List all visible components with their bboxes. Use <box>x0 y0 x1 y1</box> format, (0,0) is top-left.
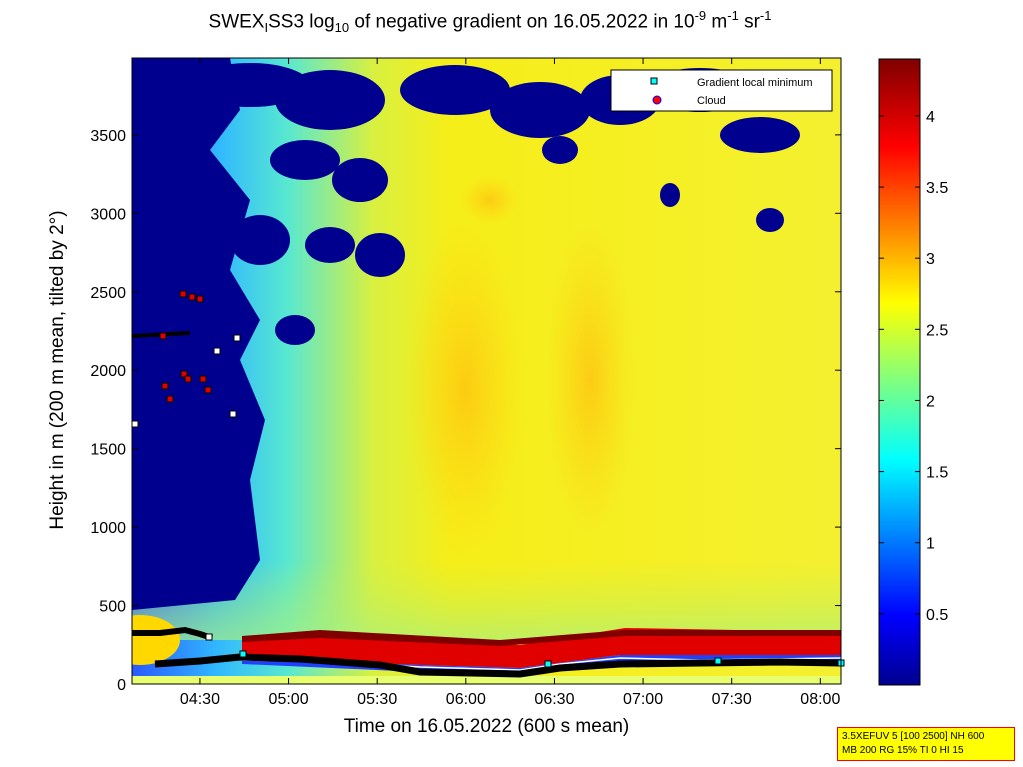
legend-box <box>610 69 833 112</box>
title-part: 10 <box>334 20 350 36</box>
gradient-minimum-marker <box>205 633 213 641</box>
title-part: sr <box>738 11 760 33</box>
gradient-minimum-marker <box>239 650 247 658</box>
minimum-track <box>154 653 842 678</box>
low-value-region <box>270 140 340 180</box>
legend-label: Cloud <box>697 95 726 107</box>
low-value-region <box>355 233 405 277</box>
warm-band <box>460 175 520 225</box>
cloud-marker <box>179 290 187 298</box>
colorbar-tick-label: 0.5 <box>926 607 948 624</box>
y-axis-label: Height in m (200 m mean, tilted by 2°) <box>47 210 68 530</box>
colorbar-tick-label: 3.5 <box>926 180 948 197</box>
cloud-marker <box>204 386 212 394</box>
low-value-region <box>542 136 578 164</box>
colorbar-tick-label: 1.5 <box>926 465 948 482</box>
low-value-region <box>275 70 385 130</box>
cloud-marker <box>184 375 192 383</box>
title-part: SWEX <box>208 11 265 33</box>
cloud-marker <box>188 293 196 301</box>
x-axis-label: Time on 16.05.2022 (600 s mean) <box>343 716 630 737</box>
y-tick-label: 0 <box>117 677 126 694</box>
gradient-minimum-marker <box>131 420 139 428</box>
low-value-region <box>305 227 355 263</box>
y-tick-label: 500 <box>99 599 126 616</box>
axes-frame <box>131 57 842 685</box>
colorbar-tick-label: 2 <box>926 393 935 410</box>
high-value-region <box>132 615 180 665</box>
legend-cloud-marker <box>652 95 662 105</box>
warm-band <box>545 220 635 540</box>
gradient-minimum-marker <box>714 657 722 665</box>
colorbar-tick-label: 4 <box>926 109 935 126</box>
y-tick-label: 3500 <box>90 128 126 145</box>
low-value-region <box>720 117 800 153</box>
x-tick-label: 08:00 <box>800 691 840 708</box>
y-tick-label: 1000 <box>90 520 126 537</box>
colorbar-ticks: 0.5 1 1.5 2 2.5 3 3.5 4 <box>879 109 948 624</box>
settings-info-box: 3.5XEFUV 5 [100 2500] NH 600 MB 200 RG 1… <box>837 727 1015 761</box>
cloud-marker <box>180 370 188 378</box>
y-tick-label: 2000 <box>90 363 126 380</box>
x-tick-label: 05:30 <box>357 691 397 708</box>
x-axis: 04:30 05:00 05:30 06:00 06:30 07:00 07:30 08:00 <box>180 58 840 708</box>
chart-title: SWEXISS3 log10 of negative gradient on 1… <box>0 8 980 35</box>
cloud-markers <box>159 290 212 403</box>
low-value-region <box>756 208 784 232</box>
minimum-track <box>132 626 213 641</box>
x-tick-label: 07:30 <box>712 691 752 708</box>
title-part: -1 <box>727 8 739 23</box>
colorbar-tick-label: 1 <box>926 536 935 553</box>
legend-gradient-minimum-marker <box>650 77 658 85</box>
low-value-region <box>275 315 315 345</box>
x-tick-label: 07:00 <box>623 691 663 708</box>
title-part: SS3 log <box>268 11 335 33</box>
gradient-minimum-markers <box>131 334 845 668</box>
colorbar-tick-label: 2.5 <box>926 322 948 339</box>
gradient-minimum-marker <box>213 347 221 355</box>
low-value-region <box>230 215 290 265</box>
low-value-region <box>660 183 680 207</box>
low-value-region <box>400 65 510 115</box>
info-line: 3.5XEFUV 5 [100 2500] NH 600 <box>842 731 985 742</box>
y-tick-label: 1500 <box>90 442 126 459</box>
gradient-minimum-marker <box>544 660 552 668</box>
title-part: I <box>264 20 269 36</box>
minimum-track <box>131 331 191 338</box>
gradient-minimum-tracks <box>131 331 842 678</box>
title-part: of negative gradient on 16.05.2022 in 10 <box>349 11 695 33</box>
cloud-marker <box>161 382 169 390</box>
gradient-minimum-marker <box>229 410 237 418</box>
title-part: -1 <box>759 8 772 23</box>
surface-bottom-band <box>132 676 841 684</box>
cloud-marker <box>159 332 167 340</box>
gradient-minimum-marker <box>233 334 241 342</box>
x-tick-label: 05:00 <box>269 691 309 708</box>
warm-band <box>405 220 525 560</box>
low-value-region <box>332 158 388 202</box>
legend-label: Gradient local minimum <box>697 77 813 89</box>
y-tick-label: 3000 <box>90 206 126 223</box>
x-tick-label: 06:00 <box>446 691 486 708</box>
title-part: -9 <box>694 8 707 23</box>
surface-gradient-core <box>242 630 841 646</box>
colorbar-tick-label: 3 <box>926 251 935 268</box>
y-axis: 0 500 1000 1500 2000 2500 3000 3500 <box>90 128 841 694</box>
y-tick-label: 2500 <box>90 285 126 302</box>
legend: Gradient local minimum Cloud <box>610 69 833 112</box>
x-tick-label: 04:30 <box>180 691 220 708</box>
title-part: m <box>706 11 728 33</box>
colorbar <box>878 58 921 686</box>
heatmap-field <box>132 58 841 684</box>
info-line: MB 200 RG 15% TI 0 HI 15 <box>842 745 964 756</box>
low-value-region <box>490 82 590 138</box>
low-value-region <box>132 58 265 610</box>
x-tick-label: 06:30 <box>534 691 574 708</box>
cloud-marker <box>166 395 174 403</box>
cloud-marker <box>199 375 207 383</box>
cloud-marker <box>196 295 204 303</box>
